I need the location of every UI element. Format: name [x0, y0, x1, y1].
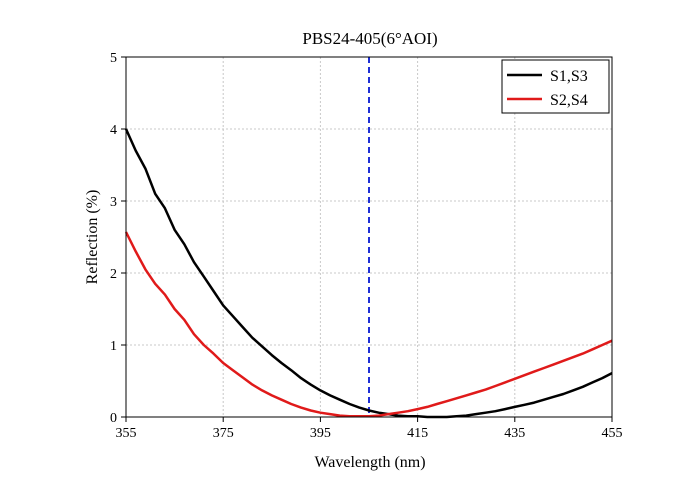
series-line	[124, 231, 613, 418]
series-line	[124, 128, 613, 419]
plot-frame	[125, 56, 613, 418]
x-tick-label: 435	[504, 426, 525, 441]
legend-label: S1,S3	[550, 68, 588, 85]
x-tick-label: 415	[407, 426, 428, 441]
legend-box	[501, 59, 610, 114]
y-tick-label: 5	[110, 51, 117, 66]
x-tick-label: 455	[602, 426, 623, 441]
x-tick-label: 355	[116, 426, 137, 441]
y-tick-label: 1	[110, 339, 117, 354]
y-axis-label: Reflection (%)	[84, 190, 101, 285]
x-tick-label: 375	[213, 426, 234, 441]
chart-title: PBS24-405(6°AOI)	[302, 29, 437, 48]
x-tick-label: 395	[310, 426, 331, 441]
grid	[126, 57, 612, 417]
y-tick-label: 4	[110, 123, 117, 138]
axis-ticks: 355 375 395 415 435 455 0 1 2 3 4 5	[110, 51, 623, 441]
y-tick-label: 2	[110, 267, 117, 282]
series-layer	[124, 128, 613, 419]
y-tick-label: 0	[110, 411, 117, 426]
x-axis-label: Wavelength (nm)	[314, 454, 425, 471]
y-tick-label: 3	[110, 195, 117, 210]
legend-label: S2,S4	[550, 92, 588, 109]
legend: S1,S3 S2,S4	[501, 59, 610, 114]
